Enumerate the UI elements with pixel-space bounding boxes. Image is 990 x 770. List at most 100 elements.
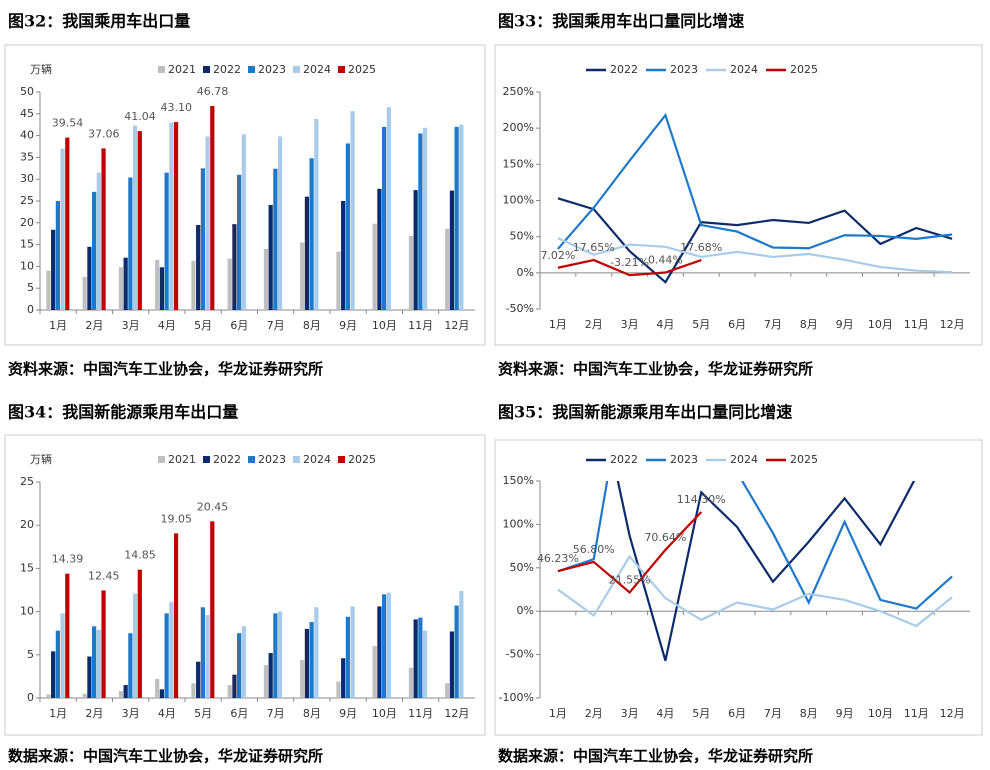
data-label: 114.30% [677, 493, 726, 506]
bar [118, 691, 124, 698]
bar [123, 685, 128, 698]
bar [300, 659, 305, 698]
bar [350, 606, 355, 698]
bar [263, 665, 269, 698]
bar [132, 593, 138, 698]
bar [408, 235, 414, 310]
bar [445, 683, 450, 698]
data-label: 56.80% [573, 543, 615, 556]
bar [155, 259, 160, 310]
y-tick-label: 0 [27, 691, 34, 704]
y-tick-label: 35 [20, 150, 34, 163]
bar [372, 223, 377, 310]
bar [459, 124, 464, 310]
legend-label: 2023 [258, 63, 286, 76]
bar [196, 224, 201, 310]
y-tick-label: 150% [503, 157, 534, 170]
bar [336, 251, 341, 310]
y-tick-label: 45 [20, 107, 34, 120]
x-tick-label: 5月 [194, 707, 212, 720]
bar [128, 633, 133, 698]
bar [413, 619, 418, 698]
data-label: 41.04 [124, 110, 156, 123]
chart-title: 图32：我国乘用车出口量 [8, 12, 190, 31]
line-series [557, 197, 953, 284]
legend-swatch [338, 66, 345, 73]
bar [137, 131, 142, 310]
bar [65, 573, 70, 698]
x-tick-label: 2月 [85, 319, 103, 332]
x-tick-label: 5月 [692, 318, 710, 331]
bar [382, 126, 387, 310]
data-label: 0.44% [648, 254, 683, 267]
x-tick-label: 7月 [267, 319, 285, 332]
x-tick-label: 2月 [85, 707, 103, 720]
x-tick-label: 7月 [764, 707, 782, 720]
y-tick-label: 5 [27, 648, 34, 661]
data-label: 19.05 [161, 512, 193, 525]
chart-title: 图34：我国新能源乘用车出口量 [8, 403, 238, 422]
legend-label: 2022 [213, 63, 241, 76]
legend-swatch [203, 456, 210, 463]
bar [309, 158, 314, 310]
legend-swatch [338, 456, 345, 463]
bar [60, 613, 65, 698]
data-label: 46.78 [197, 85, 229, 98]
y-tick-label: 50% [510, 561, 534, 574]
bar [449, 631, 455, 698]
y-tick-label: 25 [20, 475, 34, 488]
bar [92, 626, 97, 698]
data-label: 14.39 [52, 553, 84, 566]
bar [173, 122, 179, 310]
bar [205, 136, 210, 310]
bar [268, 653, 273, 698]
bar [422, 630, 428, 698]
bar [210, 106, 215, 310]
plot-area [557, 481, 953, 661]
bar [96, 629, 101, 698]
x-tick-label: 11月 [408, 319, 433, 332]
legend-swatch [293, 456, 300, 463]
legend-label: 2024 [730, 453, 758, 466]
y-tick-label: 20 [20, 518, 34, 531]
x-tick-label: 3月 [122, 319, 140, 332]
bar [372, 646, 377, 698]
y-tick-label: 250% [503, 85, 534, 98]
bar [304, 628, 310, 698]
x-tick-label: 1月 [549, 318, 567, 331]
x-tick-label: 4月 [656, 707, 674, 720]
bar [408, 667, 414, 698]
bar [60, 148, 65, 310]
bar [445, 228, 450, 310]
data-label: 17.68% [680, 241, 722, 254]
bar [82, 276, 87, 310]
x-tick-label: 6月 [728, 318, 746, 331]
legend-label: 2025 [790, 63, 818, 76]
bar [377, 606, 382, 698]
bar [227, 258, 232, 310]
source-note: 资料来源：中国汽车工业协会，华龙证券研究所 [498, 360, 813, 378]
legend-label: 2024 [730, 63, 758, 76]
x-tick-label: 10月 [868, 318, 893, 331]
legend-label: 2025 [790, 453, 818, 466]
bar [87, 656, 92, 698]
bar [55, 630, 60, 698]
x-tick-label: 11月 [408, 707, 433, 720]
legend-swatch [158, 66, 165, 73]
x-tick-label: 12月 [444, 707, 469, 720]
legend-swatch [203, 66, 210, 73]
y-tick-label: -50% [506, 302, 534, 315]
x-tick-label: 5月 [194, 319, 212, 332]
bar [263, 248, 269, 310]
bar [137, 569, 142, 698]
bar [449, 190, 455, 310]
bar [350, 111, 355, 311]
legend-label: 2023 [670, 63, 698, 76]
x-tick-label: 9月 [836, 707, 854, 720]
legend-label: 2021 [168, 63, 196, 76]
bar [92, 191, 97, 310]
unit-label: 万辆 [30, 62, 52, 76]
bar [123, 257, 128, 310]
bar [164, 613, 169, 698]
